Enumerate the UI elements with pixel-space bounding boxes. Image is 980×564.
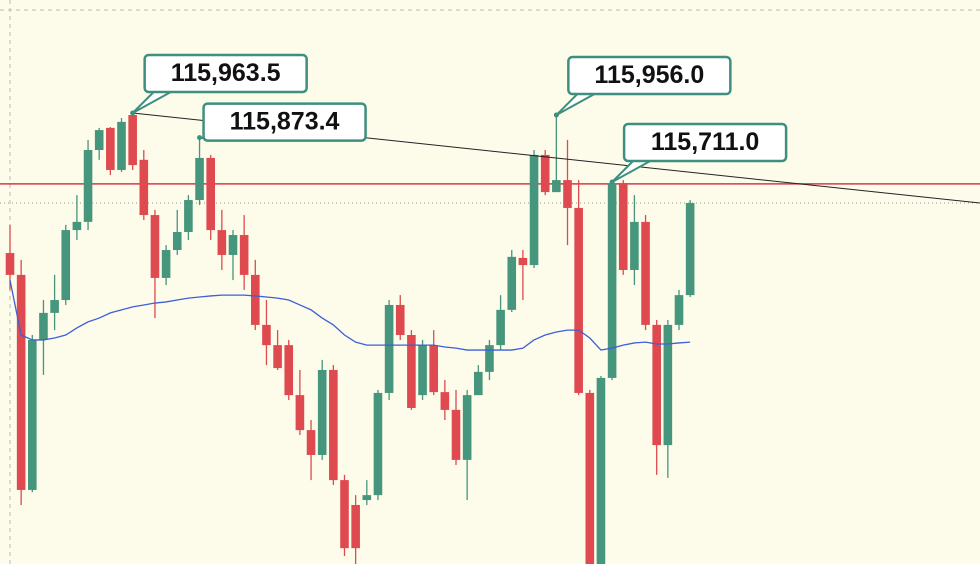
callout-label: 115,956.0 [594, 61, 704, 89]
candle-body [206, 157, 215, 231]
candle-body [83, 150, 93, 222]
candle-body [195, 157, 204, 201]
candle-body [317, 369, 327, 455]
candle-body [641, 221, 650, 325]
candle-body [407, 335, 416, 408]
callout-dot [197, 135, 203, 141]
candle-body [228, 235, 238, 255]
candle-body [351, 504, 360, 549]
lines [0, 183, 980, 204]
candle-body [72, 221, 82, 231]
candle-body [39, 312, 48, 340]
candle-body [217, 230, 227, 255]
candle-body [161, 250, 171, 278]
callout-dot [130, 110, 136, 116]
annotations: 115,963.5 115,873.4 115,956.0 115,711.0 [130, 53, 788, 185]
candle-body [663, 324, 673, 446]
candle-body [172, 231, 182, 251]
candle-body [117, 121, 126, 170]
candle-body [273, 345, 282, 369]
callout-dot [553, 112, 559, 118]
candle-body [685, 203, 695, 296]
candle-body [652, 324, 661, 446]
callout-box [143, 53, 308, 94]
callout-box [622, 122, 788, 163]
candle-body [440, 392, 450, 410]
candle-body [451, 409, 461, 460]
callout-pointer [131, 89, 174, 114]
candle-body [16, 274, 26, 490]
candle-body [552, 180, 561, 193]
callout-pointer [611, 158, 653, 183]
candle-body [474, 371, 483, 396]
candle-body [251, 274, 260, 325]
candle-body [50, 300, 59, 313]
candle-body [507, 256, 517, 310]
candle-body [373, 392, 383, 496]
callout-dot [609, 179, 615, 185]
callout-label: 115,873.4 [230, 108, 340, 136]
candles [5, 112, 695, 564]
candle-body [462, 395, 472, 460]
candle-body [607, 183, 617, 378]
candle-body [485, 345, 494, 372]
candle-body [340, 480, 349, 549]
candle-body [518, 257, 528, 266]
candle-body [139, 159, 149, 216]
candle-body [150, 215, 160, 278]
candle-body [128, 115, 137, 166]
candle-body [362, 495, 372, 501]
candle-body [630, 221, 639, 270]
candle-body [106, 127, 115, 170]
candle-body [94, 130, 104, 151]
callout-pointer [555, 92, 597, 116]
candle-body [540, 154, 550, 193]
candle-body [618, 183, 628, 270]
candle-body [329, 369, 338, 481]
candle-body [574, 207, 583, 393]
candle-body [585, 392, 595, 564]
callout-box [567, 55, 732, 96]
candle-body [295, 395, 305, 431]
candle-body [284, 345, 294, 396]
candle-body [395, 304, 405, 336]
callout-label: 115,711.0 [651, 128, 759, 156]
candle-body [496, 309, 505, 346]
candle-body [184, 200, 193, 232]
candle-body [674, 295, 684, 325]
candle-body [306, 430, 316, 455]
moving-average [9, 279, 691, 351]
candle-body [5, 253, 15, 275]
candle-body [418, 345, 427, 396]
candle-body [61, 230, 71, 301]
callout-label: 115,963.5 [171, 59, 281, 87]
candle-body [563, 180, 572, 208]
candle-body [596, 377, 606, 564]
candle-body [384, 304, 394, 393]
callout-box [202, 102, 367, 142]
candle-body [239, 235, 249, 275]
candle-body [262, 324, 271, 346]
candle-body [529, 154, 539, 266]
candle-body [429, 345, 438, 393]
candle-body [28, 339, 37, 490]
